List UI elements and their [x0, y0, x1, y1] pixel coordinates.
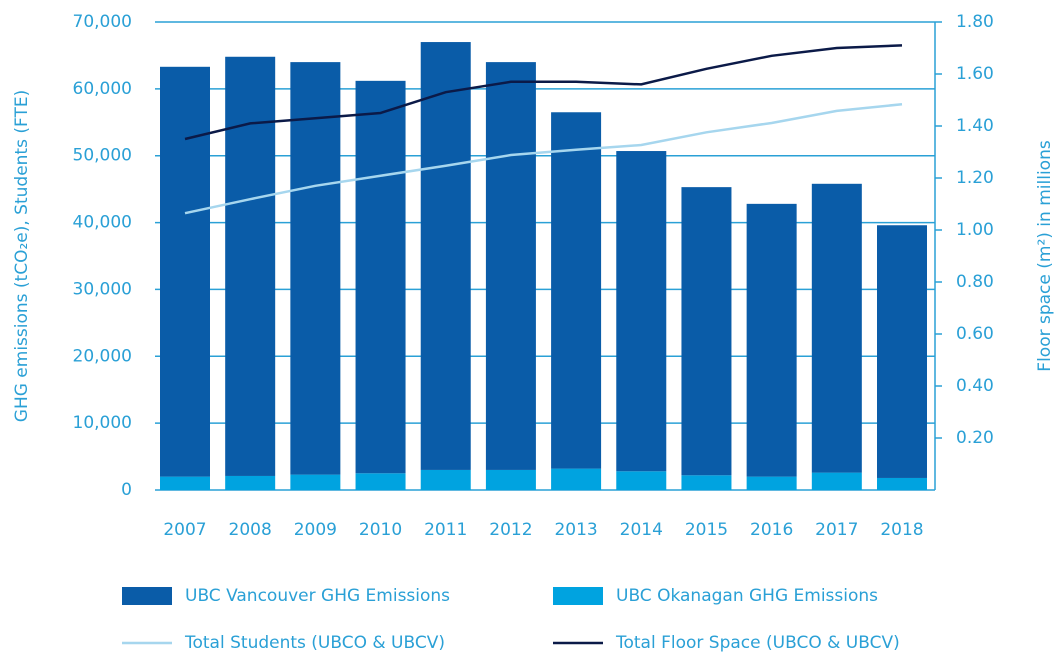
y-tick-label: 50,000	[73, 146, 132, 166]
y-tick-label: 30,000	[73, 279, 132, 299]
bar	[420, 469, 471, 490]
legend-swatch	[122, 587, 172, 605]
legend-label: Total Floor Space (UBCO & UBCV)	[615, 633, 900, 653]
legend-label: Total Students (UBCO & UBCV)	[184, 633, 445, 653]
bar	[160, 66, 210, 477]
x-tick-label: 2018	[880, 520, 923, 540]
x-tick-label: 2012	[489, 520, 532, 540]
line-series	[184, 102, 903, 215]
bar	[355, 80, 406, 474]
y2-tick-label: 0.20	[956, 428, 994, 448]
bar	[355, 473, 406, 490]
bar	[811, 183, 862, 473]
legend-swatch	[553, 587, 603, 605]
x-tick-label: 2009	[294, 520, 337, 540]
bar	[877, 225, 927, 478]
bar	[290, 62, 341, 475]
bar	[551, 112, 602, 469]
bar	[225, 56, 276, 476]
bar	[811, 472, 862, 490]
y2-axis-title: Floor space (m²) in millions	[1035, 140, 1055, 372]
bar	[551, 468, 602, 490]
y-tick-label: 60,000	[73, 79, 132, 99]
bar	[681, 475, 732, 490]
x-tick-label: 2016	[750, 520, 793, 540]
bar	[160, 476, 210, 490]
y-tick-label: 0	[121, 480, 132, 500]
y2-tick-label: 1.20	[956, 168, 994, 188]
y-tick-label: 20,000	[73, 346, 132, 366]
y2-tick-label: 1.40	[956, 116, 994, 136]
bar	[485, 62, 536, 470]
line-series	[184, 44, 903, 141]
x-tick-label: 2013	[554, 520, 597, 540]
x-tick-label: 2015	[685, 520, 728, 540]
y2-tick-label: 1.80	[956, 12, 994, 32]
y-tick-label: 70,000	[73, 12, 132, 32]
bar	[746, 476, 797, 490]
x-tick-label: 2010	[359, 520, 402, 540]
legend-label: UBC Okanagan GHG Emissions	[616, 586, 878, 606]
bar	[290, 474, 341, 490]
bar	[420, 42, 471, 470]
y-tick-label: 40,000	[73, 213, 132, 233]
bar	[746, 203, 797, 477]
y2-tick-label: 0.60	[956, 324, 994, 344]
x-tick-label: 2011	[424, 520, 467, 540]
bar	[877, 477, 927, 490]
legend-label: UBC Vancouver GHG Emissions	[185, 586, 450, 606]
bar	[485, 469, 536, 490]
y2-tick-label: 0.80	[956, 272, 994, 292]
bar	[225, 475, 276, 490]
x-tick-label: 2007	[163, 520, 206, 540]
y-axis-title: GHG emissions (tCO₂e), Students (FTE)	[12, 90, 32, 422]
y-tick-label: 10,000	[73, 413, 132, 433]
y2-tick-label: 0.40	[956, 376, 994, 396]
y2-tick-label: 1.60	[956, 64, 994, 84]
x-tick-label: 2008	[229, 520, 272, 540]
x-tick-label: 2014	[620, 520, 663, 540]
bar	[616, 151, 667, 472]
y2-tick-label: 1.00	[956, 220, 994, 240]
x-tick-label: 2017	[815, 520, 858, 540]
bar	[681, 187, 732, 476]
bar	[616, 471, 667, 490]
